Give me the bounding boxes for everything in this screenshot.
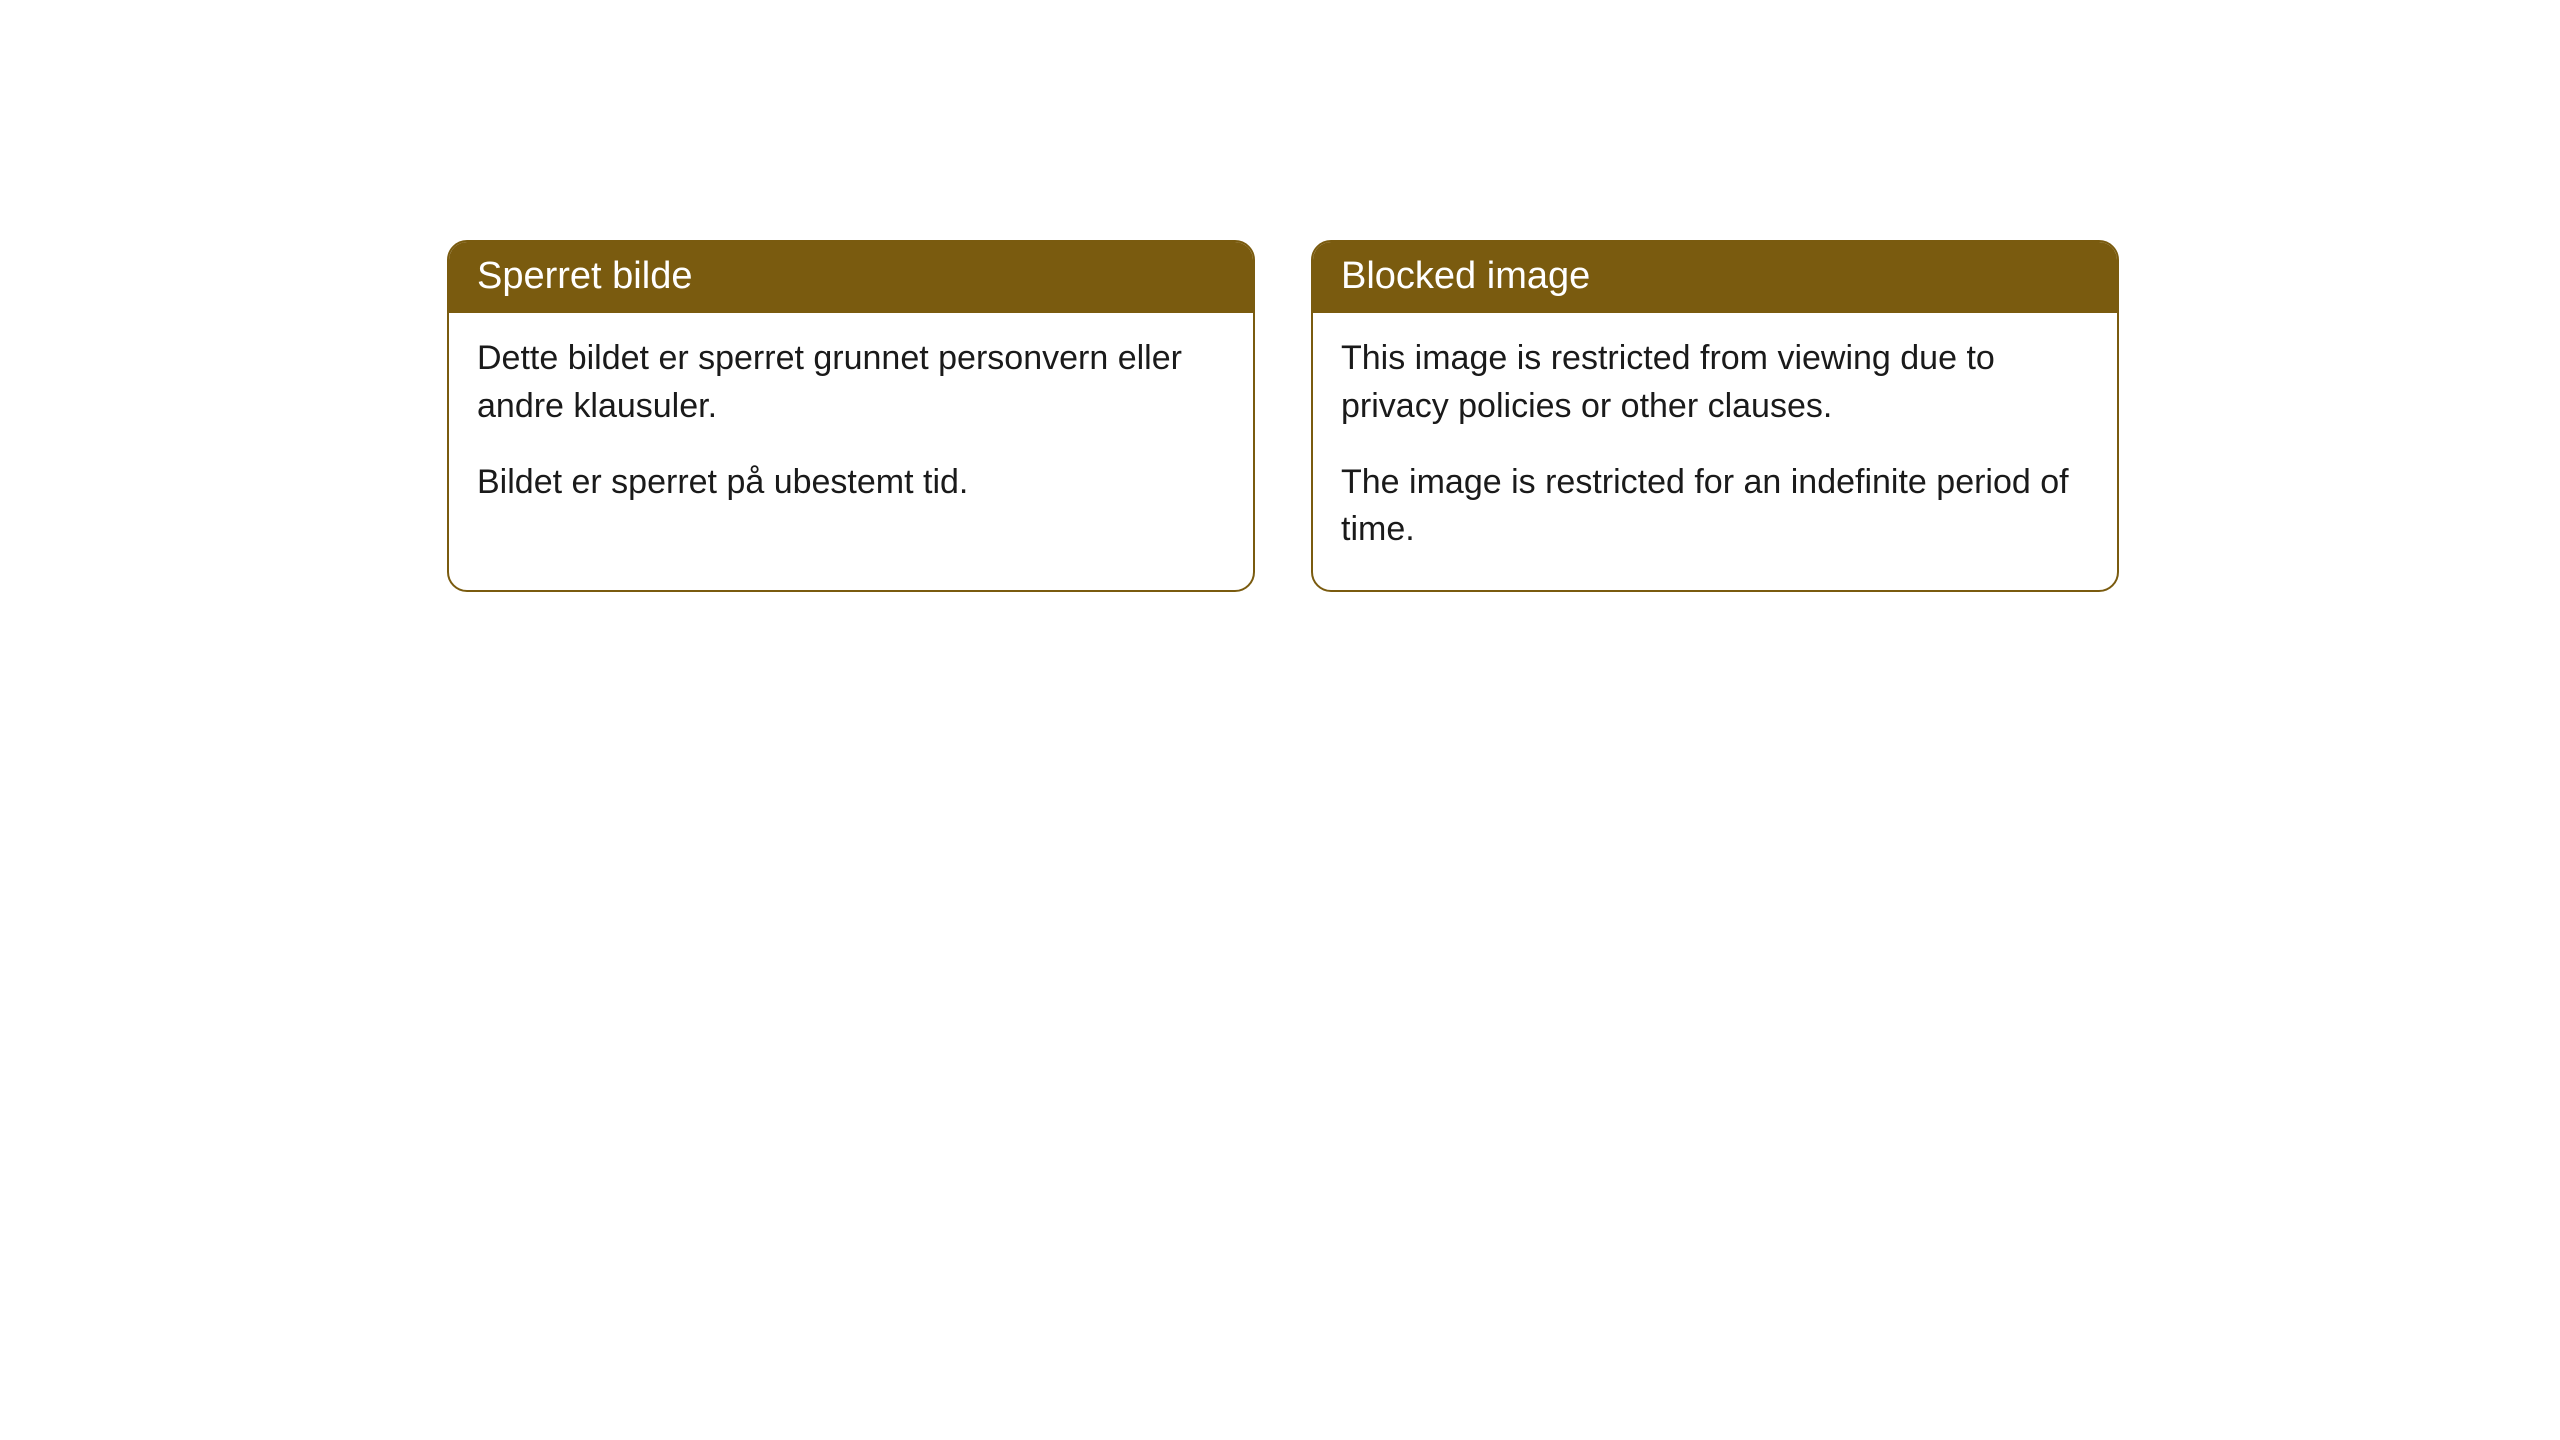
card-paragraph: This image is restricted from viewing du… — [1341, 335, 2089, 430]
card-header: Blocked image — [1313, 242, 2117, 313]
notice-card-norwegian: Sperret bilde Dette bildet er sperret gr… — [447, 240, 1255, 592]
card-paragraph: Bildet er sperret på ubestemt tid. — [477, 459, 1225, 507]
card-body: This image is restricted from viewing du… — [1313, 313, 2117, 589]
card-paragraph: The image is restricted for an indefinit… — [1341, 459, 2089, 554]
card-title: Sperret bilde — [477, 255, 692, 297]
card-header: Sperret bilde — [449, 242, 1253, 313]
card-paragraph: Dette bildet er sperret grunnet personve… — [477, 335, 1225, 430]
card-body: Dette bildet er sperret grunnet personve… — [449, 313, 1253, 542]
card-title: Blocked image — [1341, 255, 1590, 297]
notice-card-english: Blocked image This image is restricted f… — [1311, 240, 2119, 592]
notice-cards-container: Sperret bilde Dette bildet er sperret gr… — [447, 240, 2119, 592]
